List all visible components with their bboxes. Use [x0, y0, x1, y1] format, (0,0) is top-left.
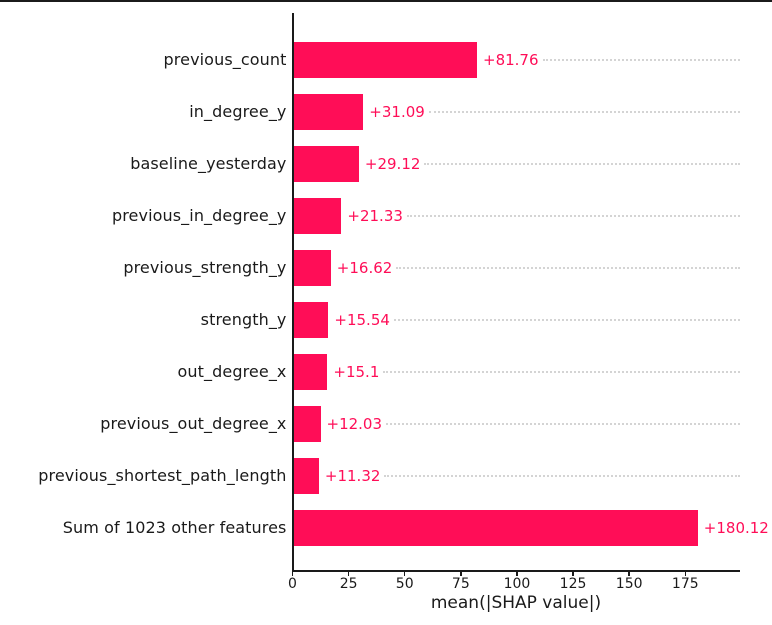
shap-bar [293, 457, 319, 494]
feature-label: previous_shortest_path_length [38, 466, 287, 485]
dotted-gridline [384, 474, 740, 477]
feature-row: Sum of 1023 other features +180.12 [63, 509, 769, 546]
feature-row: previous_in_degree_y +21.33 [112, 197, 740, 234]
x-tick-mark [572, 571, 574, 576]
x-tick-label: 100 [503, 576, 531, 592]
bar-value-label: +21.33 [347, 206, 403, 225]
x-tick-label: 25 [339, 576, 358, 592]
dotted-gridline [396, 266, 740, 269]
x-tick-mark [291, 571, 294, 576]
x-tick-mark [403, 571, 406, 576]
feature-label: Sum of 1023 other features [62, 518, 287, 537]
feature-row: strength_y +15.54 [201, 301, 740, 338]
x-axis-spine [292, 570, 740, 572]
shap-bar [293, 301, 329, 338]
feature-label: out_degree_x [177, 362, 287, 381]
x-tick-mark [684, 571, 687, 576]
shap-bar [293, 197, 342, 234]
shap-bar [293, 145, 359, 182]
feature-row: out_degree_x +15.1 [178, 353, 740, 390]
dotted-gridline [428, 110, 740, 113]
bar-value-label: +11.32 [324, 466, 381, 485]
bar-value-label: +81.76 [483, 50, 539, 69]
y-axis-spine [292, 13, 294, 571]
feature-label: in_degree_y [189, 102, 287, 121]
shap-bar [293, 93, 364, 130]
feature-label: previous_strength_y [123, 258, 287, 277]
dotted-gridline [393, 318, 740, 321]
bar-value-label: +16.62 [336, 258, 393, 277]
bar-value-label: +15.54 [334, 310, 390, 329]
x-tick-mark [516, 571, 518, 576]
shap-bar [293, 353, 328, 390]
feature-label: strength_y [200, 310, 287, 329]
shap-bar [293, 405, 321, 442]
x-tick-label: 125 [559, 576, 587, 592]
feature-row: in_degree_y +31.09 [189, 93, 740, 130]
dotted-gridline [424, 162, 740, 165]
x-tick-mark [347, 571, 350, 576]
x-axis-title: mean(|SHAP value|) [430, 593, 602, 613]
window-top-edge [0, 0, 772, 2]
dotted-gridline [542, 58, 740, 61]
shap-bar [293, 509, 698, 546]
x-tick-label: 0 [288, 576, 297, 592]
feature-label: previous_out_degree_x [100, 414, 287, 433]
shap-bar [293, 249, 331, 286]
feature-row: baseline_yesterday +29.12 [130, 145, 740, 182]
x-tick-label: 150 [615, 576, 643, 592]
bar-rows-container: previous_count +81.76 in_degree_y +31.09… [38, 13, 769, 570]
dotted-gridline [386, 422, 740, 425]
feature-row: previous_out_degree_x +12.03 [100, 405, 740, 442]
feature-label: baseline_yesterday [130, 154, 287, 173]
dotted-gridline [383, 370, 740, 373]
feature-row: previous_count +81.76 [164, 41, 740, 78]
shap-bar [293, 41, 477, 78]
feature-label: previous_count [163, 50, 287, 69]
x-tick-label: 50 [395, 576, 414, 592]
x-tick-label: 75 [451, 576, 470, 592]
x-tick-label: 175 [671, 576, 699, 592]
bar-value-label: +180.12 [703, 518, 769, 537]
bar-value-label: +29.12 [364, 154, 421, 173]
x-tick-mark [460, 571, 462, 576]
dotted-gridline [406, 214, 740, 217]
feature-label: previous_in_degree_y [111, 206, 287, 225]
x-tick-mark [628, 571, 630, 576]
feature-row: previous_strength_y +16.62 [123, 249, 740, 286]
bar-value-label: +12.03 [326, 414, 383, 433]
bar-value-label: +31.09 [369, 102, 425, 121]
bar-value-label: +15.1 [333, 362, 380, 381]
feature-row: previous_shortest_path_length +11.32 [38, 457, 740, 494]
